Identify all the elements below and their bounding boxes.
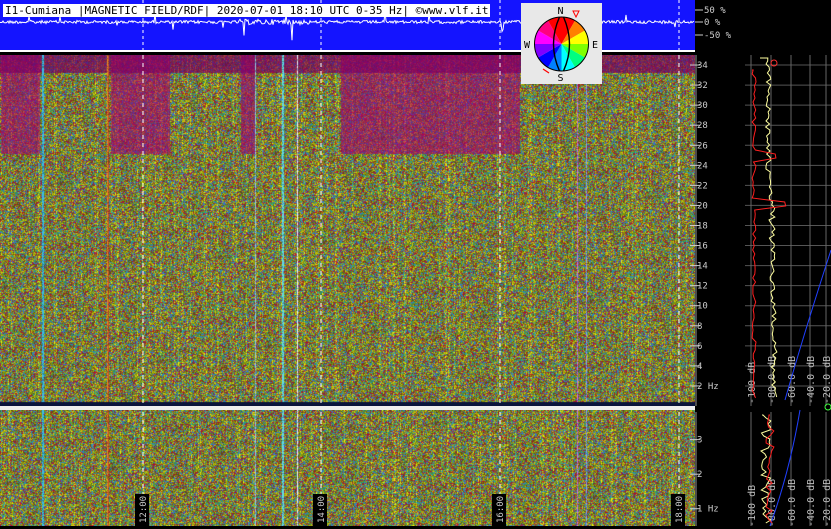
compass-sector: [561, 20, 585, 44]
level-db-label: -60.0 dB: [787, 479, 798, 527]
compass-sector: [561, 44, 589, 58]
level-trace-low: [760, 414, 772, 524]
main-y-tick-label: 14: [697, 262, 708, 272]
spectrogram-main: [0, 55, 695, 406]
level-db-label: -20.0 dB: [822, 356, 831, 404]
main-y-tick-label: 32: [697, 81, 708, 91]
wave-y-tick-label: -50 %: [704, 31, 732, 41]
main-y-tick-label: 30: [697, 101, 708, 111]
main-y-tick-label: 8: [697, 322, 702, 332]
compass-sector: [561, 44, 585, 68]
main-y-tick-label: 28: [697, 121, 708, 131]
level-db-label: -100 dB: [747, 485, 758, 527]
time-tick-label: 16:00: [496, 496, 506, 523]
time-label-bg: [671, 494, 685, 528]
main-y-tick-label: 34: [697, 61, 708, 71]
compass-sector: [534, 30, 562, 44]
level-db-label: -80.0 dB: [767, 356, 778, 404]
compass-label-s: S: [558, 73, 564, 84]
compass-label-w: W: [524, 40, 531, 51]
level-indicator: [824, 403, 831, 411]
main-y-tick-label: 4: [697, 362, 702, 372]
compass-curve: [552, 16, 561, 72]
level-marker: [770, 59, 778, 67]
main-y-tick-label: 2 Hz: [697, 382, 719, 392]
low-y-tick-label: 3: [697, 436, 702, 446]
main-y-tick-label: 6: [697, 342, 702, 352]
time-label-bg: [492, 494, 506, 528]
compass-north-marker: [572, 10, 580, 19]
compass-sector: [538, 20, 562, 44]
compass-label-n: N: [558, 6, 564, 17]
level-trace-main: [760, 57, 778, 398]
wave-y-tick-label: 50 %: [704, 6, 726, 16]
compass-ring: [534, 16, 589, 72]
time-tick-label: 12:00: [139, 496, 149, 523]
time-label-bg: [135, 494, 149, 528]
level-db-label: -100 dB: [747, 362, 758, 404]
spectrogram-low: [0, 410, 695, 526]
wave-y-tick-label: 0 %: [704, 18, 721, 28]
level-trace-red: [751, 69, 787, 399]
compass-south-marker: [542, 68, 550, 74]
main-y-tick-label: 24: [697, 161, 708, 171]
time-tick-label: 14:00: [317, 496, 327, 523]
low-y-tick-label: 2: [697, 470, 702, 480]
main-y-tick-label: 12: [697, 282, 708, 292]
main-y-tick-label: 20: [697, 201, 708, 211]
compass-sector: [538, 44, 562, 68]
compass-curve: [562, 16, 571, 72]
page-title: I1-Cumiana |MAGNETIC FIELD/RDF| 2020-07-…: [3, 4, 491, 17]
waveform-divider: [0, 50, 695, 52]
main-y-tick-label: 10: [697, 302, 708, 312]
main-y-tick-label: 18: [697, 221, 708, 231]
level-db-label: -40.0 dB: [806, 479, 817, 527]
main-y-tick-label: 22: [697, 181, 708, 191]
level-db-label: -60.0 dB: [787, 356, 798, 404]
panel-separator: [0, 406, 695, 410]
compass-icon: N S E W: [521, 3, 602, 84]
level-db-label: -80.0 dB: [767, 479, 778, 527]
level-trace-low-red: [765, 414, 775, 524]
level-reference-curve: [769, 409, 801, 527]
level-db-label: -40.0 dB: [806, 356, 817, 404]
compass-sector: [534, 44, 562, 58]
time-label-bg: [313, 494, 327, 528]
compass-label-e: E: [592, 40, 598, 51]
level-reference-curve: [784, 249, 831, 401]
low-y-tick-label: 1 Hz: [697, 505, 719, 515]
compass-sector: [561, 30, 589, 44]
main-y-tick-label: 16: [697, 242, 708, 252]
level-db-label: -20.0 dB: [822, 479, 831, 527]
main-y-tick-label: 26: [697, 141, 708, 151]
time-tick-label: 18:00: [675, 496, 685, 523]
